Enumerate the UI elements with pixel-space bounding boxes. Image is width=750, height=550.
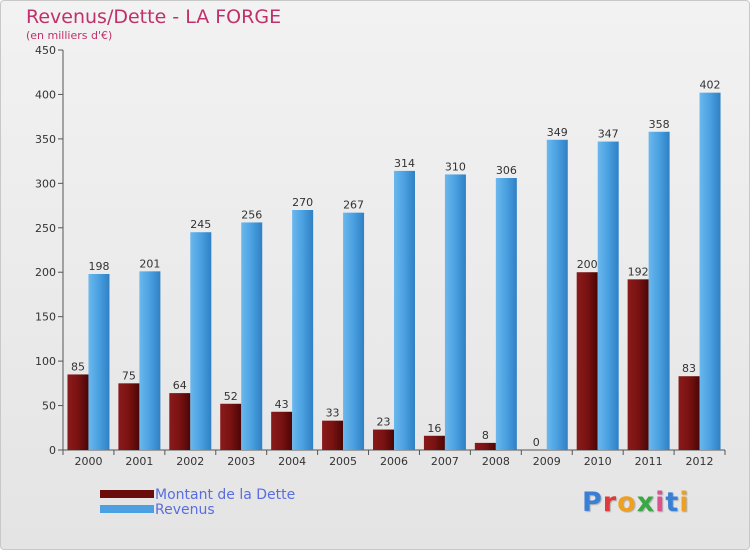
x-tick-label: 2005 (329, 455, 357, 468)
data-label-debt: 83 (682, 362, 696, 375)
bar-debt (576, 272, 598, 450)
data-label-debt: 192 (628, 265, 649, 278)
bars (67, 92, 721, 451)
bar-revenue (648, 131, 670, 450)
y-tick-label: 50 (42, 400, 56, 413)
data-label-revenue: 201 (139, 257, 160, 270)
chart-title: Revenus/Dette - LA FORGE (26, 6, 282, 28)
bar-debt (67, 374, 89, 450)
bar-debt (627, 279, 649, 450)
data-label-debt: 33 (326, 407, 340, 420)
bar-debt (271, 411, 293, 450)
bar-debt (474, 442, 496, 450)
bar-revenue (699, 92, 721, 451)
bar-revenue (343, 212, 365, 450)
bar-revenue (597, 141, 619, 451)
bar-revenue (546, 139, 568, 450)
logo-letter: P (582, 487, 603, 518)
y-tick-label: 350 (35, 133, 56, 146)
data-label-revenue: 270 (292, 196, 313, 209)
data-label-revenue: 358 (649, 118, 670, 131)
logo-letter: t (665, 487, 680, 518)
data-label-revenue: 306 (496, 164, 517, 177)
chart-subtitle: (en milliers d'€) (26, 29, 113, 42)
data-label-debt: 0 (533, 436, 540, 449)
bar-debt (678, 376, 700, 450)
bar-revenue (444, 174, 466, 450)
data-labels: 85 198 75 201 64 245 52 256 43 270 33 267 23 314 16 310… (71, 79, 721, 449)
bar-debt (373, 429, 394, 450)
logo-letter: r (602, 487, 618, 518)
legend-swatch-debt (100, 490, 154, 498)
logo-letter: x (636, 487, 656, 518)
data-label-debt: 64 (173, 379, 187, 392)
data-label-debt: 43 (275, 398, 289, 411)
data-label-debt: 75 (122, 369, 136, 382)
x-tick-label: 2010 (584, 455, 612, 468)
x-tick-label: 2004 (278, 455, 306, 468)
y-tick-label: 450 (35, 44, 56, 57)
x-tick-label: 2002 (176, 455, 204, 468)
y-tick-label: 100 (35, 355, 56, 368)
y-tick-label: 200 (35, 266, 56, 279)
data-label-debt: 85 (71, 360, 85, 373)
x-tick-label: 2003 (227, 455, 255, 468)
bar-revenue (241, 222, 263, 450)
legend-label-revenue: Revenus (155, 502, 215, 518)
data-label-revenue: 267 (343, 199, 364, 212)
bar-revenue (292, 210, 314, 450)
bar-debt (322, 420, 344, 450)
x-tick-label: 2006 (380, 455, 408, 468)
y-tick-label: 250 (35, 222, 56, 235)
data-label-revenue: 349 (547, 126, 568, 139)
data-label-revenue: 314 (394, 157, 415, 170)
data-label-revenue: 256 (241, 208, 262, 221)
bar-debt (169, 393, 191, 450)
x-tick-label: 2007 (431, 455, 459, 468)
bar-revenue (88, 274, 110, 450)
data-label-revenue: 198 (88, 260, 109, 273)
logo-letter: i (679, 487, 690, 518)
bar-revenue (139, 271, 161, 450)
x-tick-label: 2011 (635, 455, 663, 468)
bar-debt (220, 403, 242, 450)
y-tick-label: 150 (35, 311, 56, 324)
bar-debt (423, 435, 445, 450)
bar-revenue (394, 170, 415, 450)
proxiti-logo: Proxiti (582, 487, 690, 518)
logo-letter: i (655, 487, 666, 518)
data-label-revenue: 245 (190, 218, 211, 231)
legend-label-debt: Montant de la Dette (155, 487, 296, 503)
y-tick-label: 0 (49, 444, 56, 457)
data-label-debt: 200 (577, 258, 598, 271)
x-tick-label: 2008 (482, 455, 510, 468)
logo-letter: o (617, 487, 637, 518)
bar-revenue (190, 232, 212, 450)
bar-revenue (495, 178, 517, 450)
data-label-debt: 52 (224, 390, 238, 403)
data-label-revenue: 310 (445, 160, 466, 173)
x-tick-label: 2000 (74, 455, 102, 468)
x-tick-label: 2009 (533, 455, 561, 468)
data-label-debt: 8 (482, 429, 489, 442)
data-label-debt: 16 (427, 422, 441, 435)
y-tick-label: 400 (35, 88, 56, 101)
x-tick-label: 2001 (125, 455, 153, 468)
data-label-revenue: 347 (598, 128, 619, 141)
y-tick-label: 300 (35, 177, 56, 190)
legend-swatch-revenue (100, 505, 154, 513)
data-label-revenue: 402 (700, 79, 721, 92)
x-tick-label: 2012 (686, 455, 714, 468)
bar-debt (118, 383, 140, 450)
data-label-debt: 23 (377, 416, 391, 429)
